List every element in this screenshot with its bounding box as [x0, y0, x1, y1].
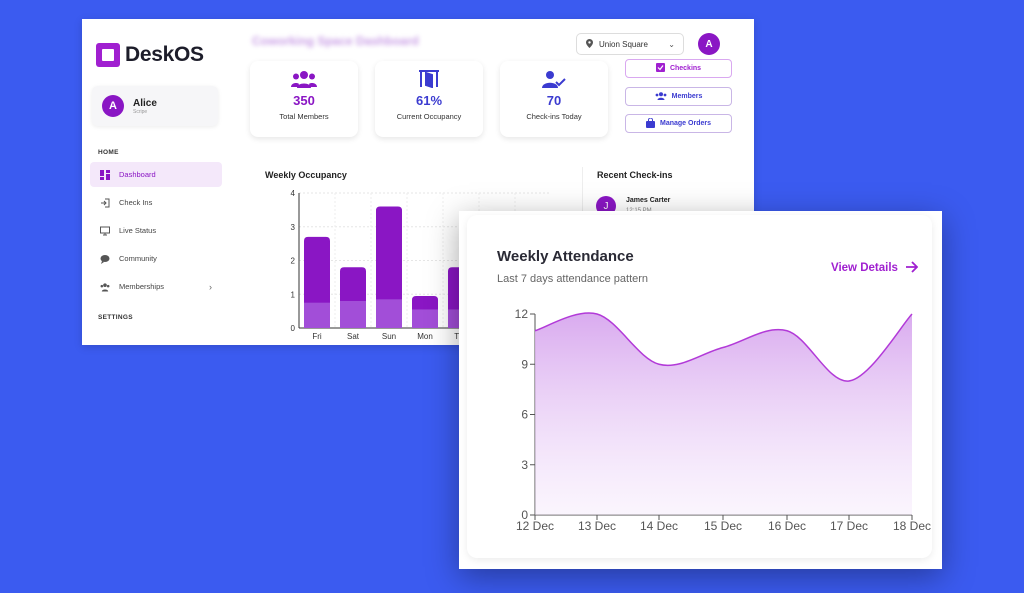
manage-orders-button[interactable]: Manage Orders — [625, 114, 732, 133]
card-subtitle: Last 7 days attendance pattern — [497, 273, 649, 285]
dashboard-icon — [100, 169, 110, 180]
stat-card-current-occupancy: 61% Current Occupancy — [375, 61, 483, 137]
sidebar-item-label: Check Ins — [119, 198, 153, 207]
card-title: Weekly Attendance — [497, 248, 634, 265]
arrow-right-icon — [905, 260, 919, 276]
logo-mark-icon — [96, 43, 120, 67]
stat-value: 350 — [293, 93, 315, 108]
stat-label: Total Members — [279, 112, 329, 121]
view-details-link[interactable]: View Details — [831, 260, 919, 276]
weekly-attendance-chart: 0 3 6 9 12 12 Dec 13 Dec 14 Dec 15 Dec 16 Dec 17 D… — [515, 307, 931, 533]
x-tick-label: Sat — [347, 332, 360, 341]
sidebar-item-community[interactable]: Community — [90, 246, 222, 271]
bar-top — [376, 206, 402, 328]
x-tick-label: 15 Dec — [704, 519, 742, 533]
monitor-icon — [100, 226, 110, 236]
y-tick-label: 1 — [291, 290, 296, 299]
y-tick-label: 4 — [291, 189, 296, 198]
chevron-down-icon: ⌄ — [668, 39, 675, 49]
stat-label: Current Occupancy — [396, 112, 462, 121]
person-check-icon — [500, 70, 608, 90]
bar-base — [340, 301, 366, 328]
y-tick-label: 3 — [521, 458, 528, 472]
checkbox-icon — [655, 63, 665, 74]
sidebar-item-memberships[interactable]: Memberships › — [90, 274, 222, 299]
x-tick-label: Fri — [312, 332, 322, 341]
x-tick-label: Mon — [417, 332, 433, 341]
user-card[interactable]: A Alice Scripe — [92, 86, 218, 126]
weekly-occupancy-title: Weekly Occupancy — [265, 170, 347, 180]
sidebar-item-label: Memberships — [119, 282, 165, 291]
button-label: Checkins — [669, 65, 702, 72]
sidebar-item-live-status[interactable]: Live Status — [90, 218, 222, 243]
bar-base — [304, 302, 330, 328]
x-tick-label: 18 Dec — [893, 519, 931, 533]
x-tick-label: 17 Dec — [830, 519, 868, 533]
user-avatar: A — [102, 95, 124, 117]
members-button[interactable]: Members — [625, 87, 732, 106]
sidebar: DeskOS A Alice Scripe HOME Dashboard Che… — [82, 19, 232, 345]
button-label: Members — [671, 93, 703, 100]
y-tick-label: 9 — [521, 357, 528, 371]
x-tick-label: 14 Dec — [640, 519, 678, 533]
y-tick-label: 3 — [291, 223, 296, 232]
weekly-attendance-card: Weekly Attendance Last 7 days attendance… — [459, 211, 942, 569]
bar-base — [412, 309, 438, 328]
y-tick-label: 0 — [291, 324, 296, 333]
location-select[interactable]: Union Square ⌄ — [576, 33, 684, 55]
check-in-icon — [100, 198, 110, 208]
people-icon — [655, 91, 667, 102]
y-tick-label: 12 — [515, 307, 529, 321]
profile-avatar[interactable]: A — [698, 33, 720, 55]
brand-logo[interactable]: DeskOS — [96, 43, 204, 67]
page-title: Coworking Space Dashboard — [252, 34, 419, 48]
area-fill — [535, 313, 912, 515]
bar-base — [376, 299, 402, 328]
button-label: Manage Orders — [660, 120, 711, 127]
area-line — [534, 312, 913, 382]
user-subtitle: Scripe — [133, 108, 148, 115]
nav-section-home: HOME — [98, 149, 119, 156]
x-tick-label: 13 Dec — [578, 519, 616, 533]
sidebar-item-dashboard[interactable]: Dashboard — [90, 162, 222, 187]
chevron-right-icon: › — [209, 281, 212, 292]
chat-icon — [100, 254, 110, 264]
sidebar-item-label: Community — [119, 254, 157, 263]
stat-card-check-ins-today: 70 Check-ins Today — [500, 61, 608, 137]
stat-label: Check-ins Today — [526, 112, 582, 121]
nav-section-settings: SETTINGS — [98, 314, 133, 321]
sidebar-item-label: Live Status — [119, 226, 157, 235]
card-panel: Weekly Attendance Last 7 days attendance… — [467, 215, 932, 558]
stat-value: 61% — [415, 93, 443, 108]
check-in-name: James Carter — [626, 197, 671, 204]
y-tick-label: 2 — [291, 257, 296, 266]
y-tick-label: 6 — [521, 408, 528, 422]
location-pin-icon — [586, 38, 593, 50]
recent-check-ins-title: Recent Check-ins — [597, 170, 673, 180]
location-value: Union Square — [599, 39, 648, 49]
y-tick-label: 0 — [521, 508, 528, 522]
checkins-button[interactable]: Checkins — [625, 59, 732, 78]
brand-name: DeskOS — [125, 43, 204, 66]
stat-card-total-members: 350 Total Members — [250, 61, 358, 137]
stat-value: 70 — [546, 93, 562, 108]
shopping-bag-icon — [646, 117, 656, 130]
sidebar-item-label: Dashboard — [119, 170, 156, 179]
x-tick-label: 16 Dec — [768, 519, 806, 533]
people-icon — [100, 282, 110, 292]
x-tick-label: 12 Dec — [516, 519, 554, 533]
link-label: View Details — [831, 262, 898, 274]
x-tick-label: Sun — [382, 332, 396, 341]
user-name: Alice — [133, 97, 157, 109]
sidebar-item-check-ins[interactable]: Check Ins — [90, 190, 222, 215]
people-icon — [250, 70, 358, 90]
door-icon — [375, 70, 483, 90]
